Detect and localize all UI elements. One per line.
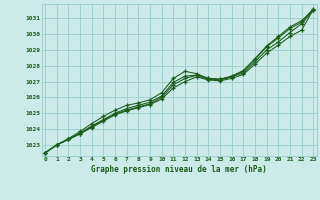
X-axis label: Graphe pression niveau de la mer (hPa): Graphe pression niveau de la mer (hPa) [91, 165, 267, 174]
